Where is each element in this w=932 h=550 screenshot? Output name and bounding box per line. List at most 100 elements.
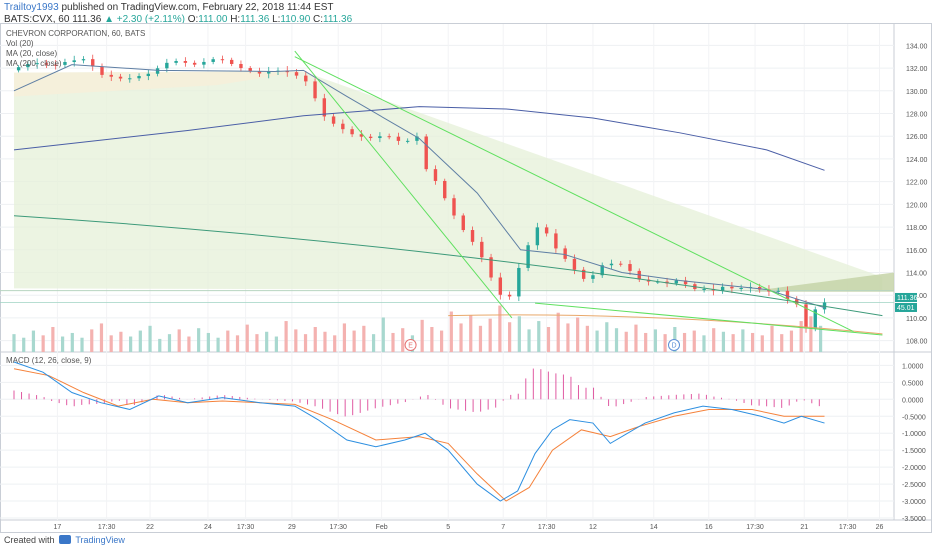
volume-bar [167,334,172,352]
candle-body [26,63,30,68]
high-label: H: [230,14,241,25]
candle-body [526,245,530,268]
volume-bar [634,324,638,352]
candle-body [16,67,21,71]
volume-bar [401,328,405,352]
macd-tick-label: -3.0000 [902,499,926,506]
candle-body [155,68,160,74]
time-tick-label: 17:30 [98,524,116,531]
ma200-line [13,106,825,171]
volume-bar [702,335,706,352]
candle-body [118,76,123,79]
candle-body [192,62,197,65]
volume-bar [789,330,794,352]
macd-tick-label: 0.5000 [902,380,924,387]
time-tick-label: 26 [876,524,884,531]
candle-body [785,290,790,300]
volume-bar [294,329,298,352]
macd-legend: MACD (12, 26, close, 9) [6,356,92,365]
open-value: 111.00 [198,14,228,25]
candle-body [507,294,512,297]
price-tick-label: 132.00 [906,66,928,73]
volume-bar [469,315,473,352]
volume-bar [245,324,249,352]
volume-bar [391,332,395,352]
price-badge [895,292,917,302]
volume-bar [556,312,560,352]
volume-bar [362,325,366,352]
candle-body [405,140,410,142]
price-tick-label: 120.00 [906,202,928,209]
time-tick-label: 29 [288,524,296,531]
macd-tick-label: -2.5000 [902,482,926,489]
time-tick-label: Feb [376,524,388,531]
price-tick-label: 130.00 [906,89,928,96]
volume-bar [216,337,220,352]
candle-body [535,227,540,246]
candle-body [322,98,327,117]
price-tick-label: 122.00 [906,180,928,187]
volume-bar [760,335,764,352]
price-tick-label: 116.00 [906,248,927,255]
volume-bar [741,329,745,352]
volume-bar [614,328,619,352]
volume-bar [566,323,570,352]
volume-bar [187,336,191,352]
macd-tick-label: -2.0000 [902,465,926,472]
volume-bar [818,325,823,352]
candle-body [489,257,493,278]
volume-bar [663,334,667,352]
price-tick-label: 110.00 [906,316,927,323]
candle-body [146,73,151,77]
volume-bar [129,336,133,352]
candle-body [229,59,234,64]
volume-bar [235,335,240,352]
volume-bar [605,322,609,352]
candle-body [137,76,141,79]
macd-tick-label: -1.5000 [902,448,926,455]
tradingview-logo-icon [59,535,72,544]
pattern-shade-edge [755,272,894,292]
volume-bar [780,334,784,352]
candle-body [656,281,660,283]
candle-body [81,59,86,61]
candle-body [35,63,39,65]
volume-bar [158,338,162,352]
footer-brand[interactable]: TradingView [75,535,125,545]
candle-body [174,61,178,63]
volume-bar [51,327,55,352]
candle-body [211,59,215,62]
event-marker [404,339,417,351]
author-link[interactable]: Trailtoy1993 [4,2,59,13]
price-tick-label: 134.00 [906,43,928,50]
volume-bar [712,328,716,352]
candle-body [313,81,317,99]
time-tick-label: 17 [54,524,62,531]
candle-body [609,263,614,266]
price-tick-label: 118.00 [906,225,927,232]
price-badge-label: 111.36 [897,295,917,302]
candle-body [44,63,49,65]
close-value: 111.36 [323,14,353,25]
volume-bar [31,330,36,352]
time-tick-label: 16 [705,524,713,531]
price-tick-label: 108.00 [906,339,928,346]
candle-body [202,61,206,65]
candle-body [600,265,604,276]
change-value: ▲ +2.30 (+2.11%) [104,14,185,25]
volume-bar [265,331,269,352]
candle-body [294,72,299,76]
candle-body [563,248,567,259]
candle-body [91,59,95,67]
legend-vol: Vol (20) [6,39,34,48]
candle-body [424,136,428,170]
volume-bar [274,336,278,352]
volume-bar [809,316,813,352]
time-tick-label: 21 [800,524,808,531]
candle-body [341,123,345,130]
trend-line [294,50,513,319]
time-tick-label: 14 [650,524,658,531]
volume-bar [80,337,84,352]
macd-signal-line [13,368,825,502]
